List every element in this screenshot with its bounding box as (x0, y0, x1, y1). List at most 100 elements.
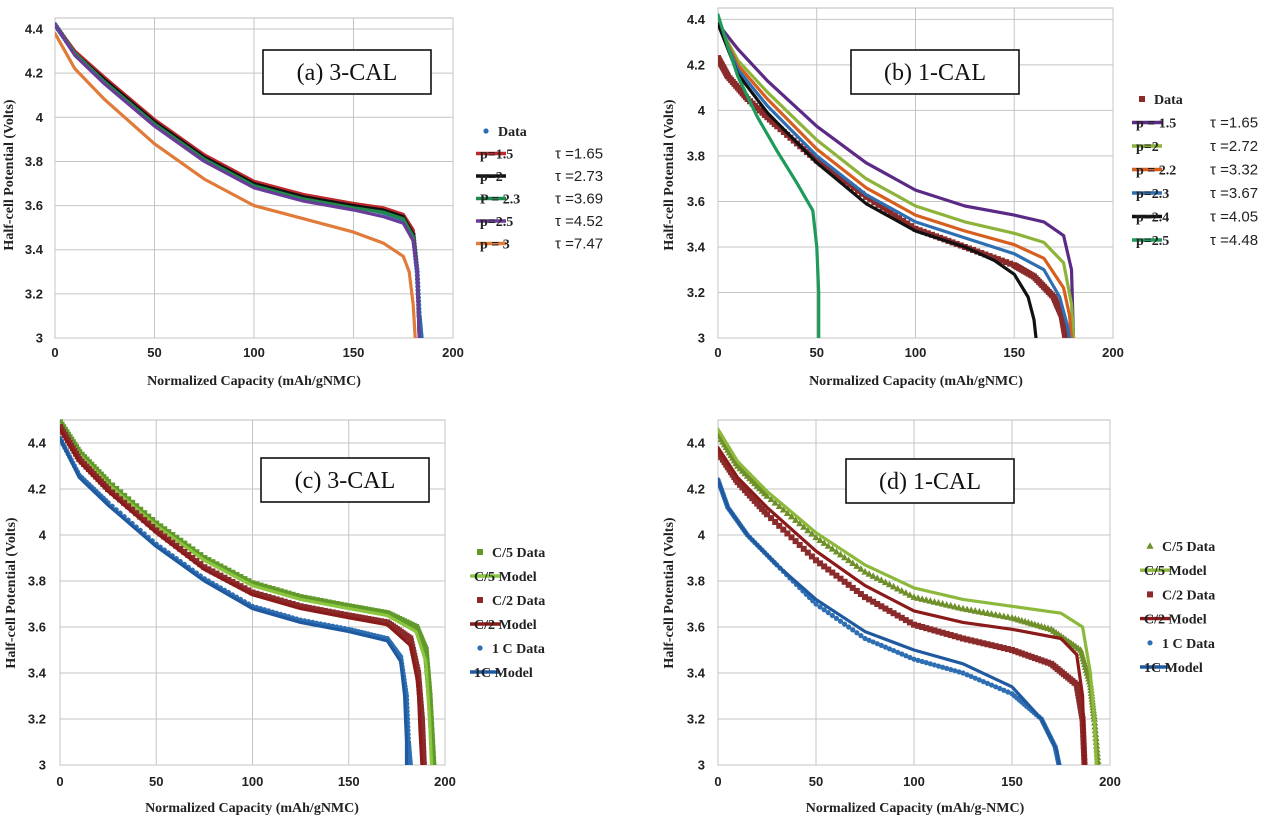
data-point (804, 549, 811, 556)
panel-title-box (845, 458, 1015, 504)
data-point (997, 685, 1003, 692)
data-point (1025, 652, 1032, 659)
data-point (779, 505, 787, 513)
series-line (718, 478, 1061, 765)
data-point (871, 199, 878, 206)
data-point (420, 746, 427, 753)
data-point (774, 123, 781, 130)
data-point (910, 593, 918, 600)
legend-tau: τ =7.47 (555, 236, 603, 253)
data-point (1007, 260, 1014, 267)
data-point (842, 178, 849, 185)
data-point (931, 627, 938, 634)
legend-label: 1C Model (1144, 661, 1203, 676)
data-point (911, 621, 917, 628)
data-point (420, 762, 427, 765)
data-point (878, 642, 884, 649)
data-point (1028, 653, 1035, 660)
data-point (209, 559, 216, 566)
legend-entry: C/5 Model (470, 570, 537, 585)
data-point (900, 217, 907, 224)
data-point (959, 604, 967, 612)
data-point (213, 561, 220, 568)
data-point (984, 641, 991, 648)
data-point (423, 654, 430, 661)
data-point (329, 609, 336, 616)
panel-d: 0 50 100 150 200 3 3.2 3.4 3.6 3.8 4 4.2 4.4 Normaliz… (662, 419, 1215, 816)
data-point (341, 611, 348, 618)
data-point (285, 599, 292, 606)
data-point (185, 543, 192, 550)
data-point (117, 489, 124, 496)
x-tick-label: 0 (714, 774, 721, 789)
data-point (121, 492, 128, 499)
legend: C/5 Data C/5 Model C/2 Data C/2 Model 1 C Da… (470, 546, 545, 681)
data-point (249, 580, 256, 587)
panel-b: 0 50 100 150 200 3 3.2 3.4 3.6 3.8 4 4.2 4.4 Normaliz… (662, 7, 1258, 389)
data-point (365, 615, 371, 622)
y-tick-label: 3 (698, 758, 705, 773)
data-point (417, 700, 424, 707)
data-point (906, 619, 913, 626)
data-point (967, 606, 975, 613)
data-point (914, 594, 922, 601)
legend-tau: τ =3.67 (1210, 185, 1258, 202)
data-point (333, 610, 340, 617)
data-point (846, 181, 853, 188)
data-point (828, 545, 836, 552)
data-point (952, 668, 958, 674)
data-point (960, 635, 966, 642)
data-point (253, 581, 260, 588)
series-line (55, 23, 421, 338)
data-point (418, 712, 425, 719)
data-point (824, 542, 832, 549)
data-point (173, 534, 180, 541)
data-point (780, 526, 787, 533)
data-point (305, 595, 312, 602)
legend-entry: C/2 Data (1147, 588, 1215, 603)
data-point (870, 639, 876, 645)
data-point (1022, 651, 1029, 658)
data-point (943, 600, 951, 608)
data-point (165, 529, 172, 536)
panel-title-box (850, 49, 1020, 95)
data-point (858, 633, 864, 639)
data-point (830, 169, 837, 176)
data-point (768, 515, 775, 522)
data-point (975, 607, 983, 615)
data-point (916, 227, 923, 234)
legend-label: P = 2.3 (480, 193, 520, 208)
data-point (873, 574, 881, 581)
series-group (60, 419, 437, 765)
data-point (423, 650, 430, 657)
data-point (787, 512, 796, 520)
data-point (301, 604, 308, 611)
data-point (337, 610, 344, 617)
data-point (938, 600, 947, 607)
data-point (418, 716, 425, 722)
x-tick-label: 0 (714, 345, 721, 360)
data-point (800, 523, 808, 530)
y-tick-label: 3.6 (25, 198, 43, 213)
data-point (853, 562, 861, 569)
data-point (161, 526, 168, 533)
data-point (269, 595, 276, 602)
legend-entry: C/5 Data (1146, 540, 1215, 555)
data-point (419, 739, 426, 745)
data-point (430, 762, 437, 765)
legend-label: C/5 Data (492, 546, 545, 561)
data-point (890, 610, 897, 617)
data-point (1035, 656, 1042, 663)
y-tick-label: 3.8 (28, 574, 46, 589)
data-point (869, 572, 877, 579)
data-point (922, 596, 930, 603)
legend-entry: C/5 Model (1140, 564, 1207, 579)
data-point (808, 553, 815, 560)
data-point (173, 542, 180, 549)
data-point (947, 632, 954, 639)
data-point (948, 666, 954, 673)
data-point (285, 590, 292, 597)
data-point (113, 486, 120, 492)
data-point (881, 578, 890, 586)
legend-entry: p = 1.5 τ =1.65 (1132, 115, 1258, 132)
